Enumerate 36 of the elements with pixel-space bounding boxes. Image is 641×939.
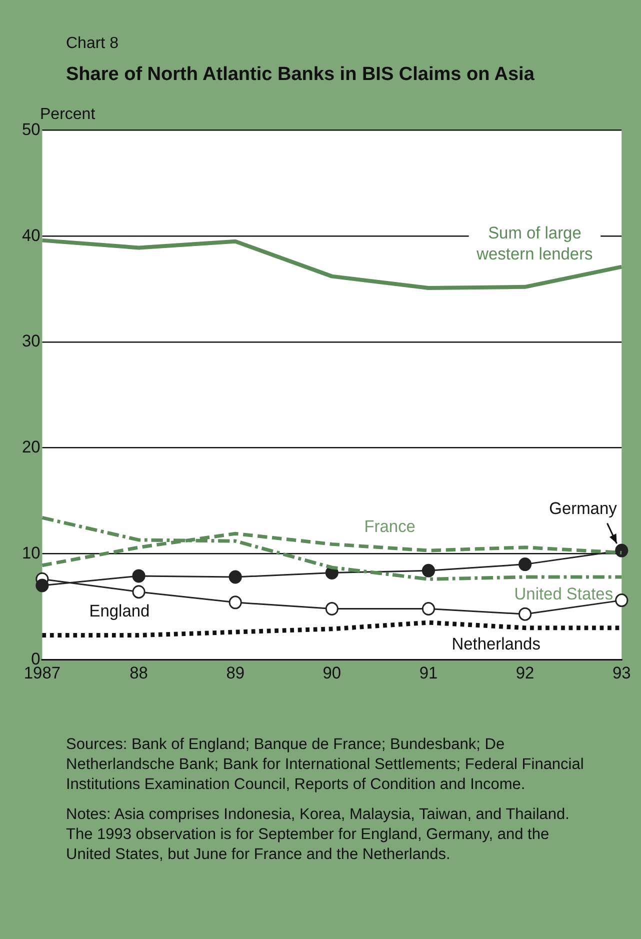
y-tick-label: 30 (22, 331, 40, 351)
text: Notes: Asia comprises Indonesia, Korea, Malaysia, Taiwan, and Thailand. The 1993 observation is for September for England, Germany, and the United States, but June for France and the Netherlands. (66, 805, 570, 865)
point (36, 578, 49, 592)
series-label: Netherlands (452, 634, 540, 654)
series-label: England (89, 601, 150, 621)
point (325, 602, 338, 616)
series-label: Sum of large western lenders (476, 223, 593, 264)
line-series (40, 516, 624, 581)
chart-subtitle: Chart 8 (66, 35, 118, 53)
point (422, 564, 436, 578)
point (132, 585, 146, 599)
point (228, 570, 242, 584)
point (422, 602, 436, 616)
chart-title: Share of North Atlantic Banks in BIS Claims on Asia (66, 64, 534, 86)
y-axis-title: Percent (40, 106, 96, 124)
series-label: United States (514, 584, 614, 604)
x-tick-label: 92 (516, 663, 534, 683)
y-tick-label: 10 (22, 543, 40, 562)
y-tick-label: 20 (22, 437, 40, 457)
x-tick-label: 1987 (24, 663, 60, 683)
y-tick-label: 50 (22, 120, 40, 139)
series-label: France (364, 516, 416, 536)
x-tick-label: 89 (226, 663, 244, 683)
source-note: Sources: Bank of England; Banque de France; Bundesbank; De Netherlandsche Bank; Bank for International Settlements; Federal Financial Institutions Examination Council, Reports of Condition and Income. (66, 735, 585, 795)
point (615, 594, 628, 608)
point (518, 558, 532, 572)
point (615, 544, 628, 558)
y-tick-label: 40 (22, 226, 40, 245)
point (132, 569, 146, 583)
series-label: Germany (549, 498, 618, 518)
x-tick-label: 91 (419, 663, 438, 683)
x-tick-label: 90 (322, 663, 342, 683)
point (228, 596, 242, 610)
x-tick-label: 93 (612, 663, 631, 683)
x-tick-label: 88 (130, 663, 148, 683)
point (518, 607, 532, 621)
